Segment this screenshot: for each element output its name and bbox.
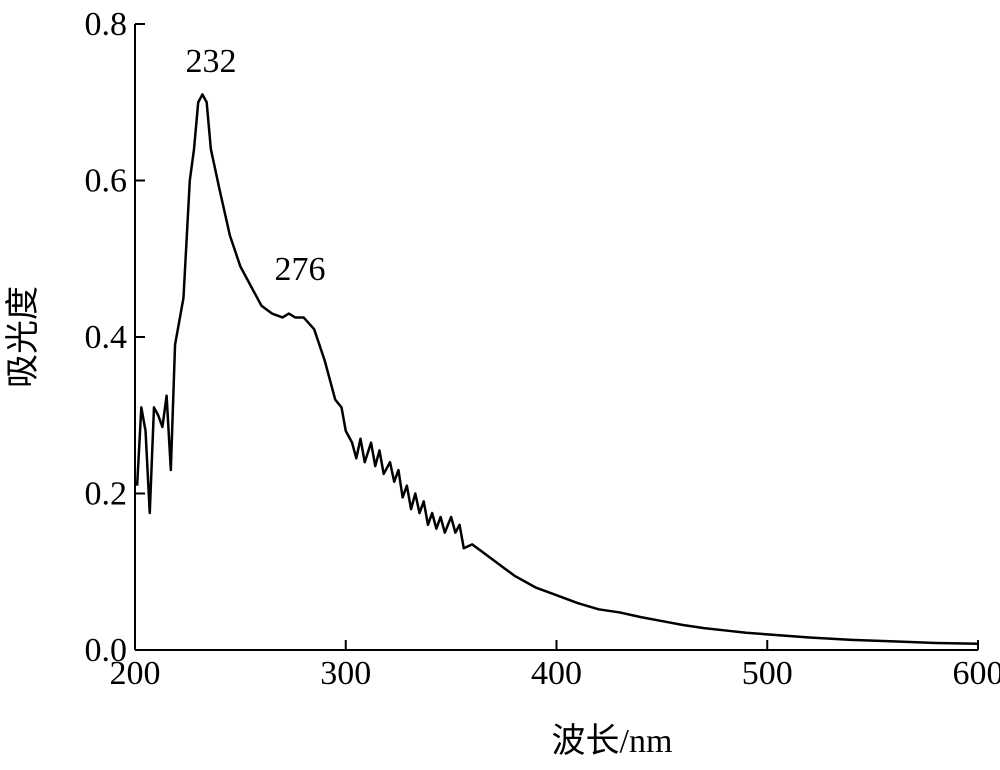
annotation: 232 <box>186 43 237 80</box>
y-tick-label: 0.8 <box>85 6 128 43</box>
y-tick-label: 0.0 <box>85 632 128 669</box>
x-tick-label: 200 <box>110 655 161 692</box>
x-axis-label: 波长/nm <box>552 722 673 760</box>
y-tick-label: 0.4 <box>85 319 128 356</box>
x-tick-label: 600 <box>953 655 1000 692</box>
y-tick-label: 0.6 <box>85 163 128 200</box>
data-line <box>135 93 979 645</box>
x-tick-label: 500 <box>742 655 793 692</box>
y-axis-label: 吸光度 <box>4 286 42 388</box>
annotation: 276 <box>275 251 326 288</box>
x-tick-label: 300 <box>320 655 371 692</box>
y-tick-label: 0.2 <box>85 476 128 513</box>
x-tick-label: 400 <box>531 655 582 692</box>
